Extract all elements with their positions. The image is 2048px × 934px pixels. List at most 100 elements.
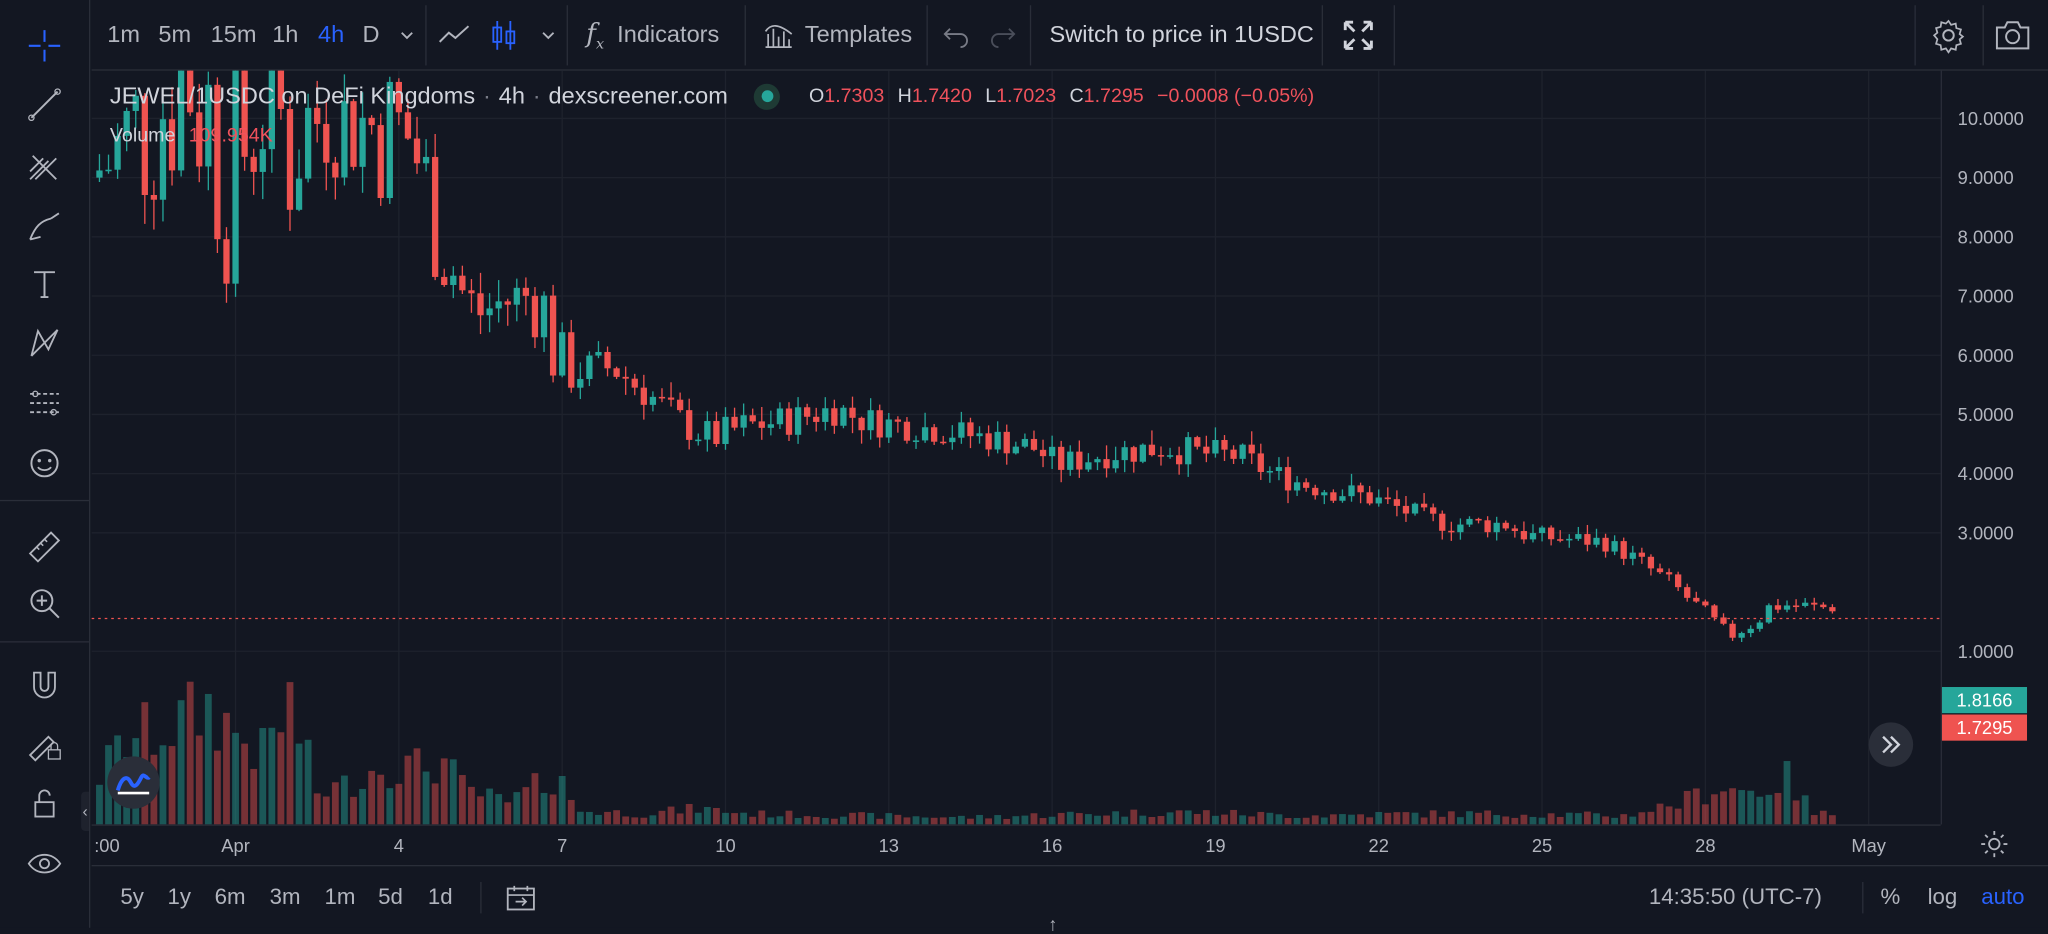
volume-bar xyxy=(522,787,530,825)
volume-bar xyxy=(576,811,584,825)
volume-bar xyxy=(948,816,956,825)
candles-icon[interactable] xyxy=(488,0,519,69)
unlock-icon[interactable] xyxy=(18,777,70,829)
switch-price-button[interactable]: Switch to price in 1USDC xyxy=(1049,20,1314,48)
candle-body xyxy=(486,308,493,316)
range-1y[interactable]: 1y xyxy=(167,884,192,910)
clock-time[interactable]: 14:35:50 (UTC-7) xyxy=(1648,884,1822,910)
volume-bar xyxy=(304,739,312,825)
settings-gear-icon[interactable] xyxy=(1930,0,1967,69)
price-tick-label: 8.0000 xyxy=(1958,226,2014,247)
volume-bar xyxy=(1112,811,1120,825)
volume-bar xyxy=(1493,815,1501,825)
eye-icon[interactable] xyxy=(18,838,70,890)
bottom-toolbar: 5y 1y 6m 3m 1m 5d 1d 14:35:50 (UTC-7) % … xyxy=(91,864,2048,929)
interval-1m[interactable]: 1m xyxy=(107,20,141,48)
interval-5m[interactable]: 5m xyxy=(158,20,192,48)
calendar-range-icon[interactable] xyxy=(505,866,536,929)
time-axis[interactable]: :00 Apr 4 7 10 13 16 19 22 25 28 May xyxy=(91,824,1941,865)
range-5d[interactable]: 5d xyxy=(378,884,403,910)
ruler-icon[interactable] xyxy=(18,518,70,570)
templates-button[interactable]: Templates xyxy=(763,0,912,69)
candle-body xyxy=(250,156,257,172)
candle-body xyxy=(1475,518,1482,521)
candle-body xyxy=(459,275,466,291)
resize-up-arrow-icon[interactable]: ↑ xyxy=(1048,913,1058,934)
range-5y[interactable]: 5y xyxy=(120,884,144,910)
interval-15m[interactable]: 15m xyxy=(210,20,257,48)
percent-toggle[interactable]: % xyxy=(1880,884,1901,910)
candle-body xyxy=(549,295,557,376)
range-1d[interactable]: 1d xyxy=(427,884,453,910)
range-1m[interactable]: 1m xyxy=(324,884,356,910)
volume-bar xyxy=(1674,808,1682,825)
chart-type-dropdown-icon[interactable] xyxy=(539,0,557,69)
candle-body xyxy=(940,441,947,444)
pattern-icon[interactable] xyxy=(18,317,70,369)
volume-bar xyxy=(1447,811,1455,825)
volume-bar xyxy=(322,796,330,825)
volume-bar xyxy=(404,755,412,825)
range-6m[interactable]: 6m xyxy=(214,884,246,910)
zoom-in-icon[interactable] xyxy=(18,577,70,629)
dexscreener-logo-icon[interactable] xyxy=(107,756,160,809)
candle-body xyxy=(1647,556,1655,569)
candle-body xyxy=(1783,605,1791,610)
volume-bar xyxy=(749,816,757,825)
templates-icon xyxy=(763,20,794,49)
pitchfork-icon[interactable] xyxy=(18,139,70,191)
range-3m[interactable]: 3m xyxy=(269,884,301,910)
brush-icon[interactable] xyxy=(18,199,70,251)
volume-bar xyxy=(1193,813,1201,825)
candle-body xyxy=(196,112,203,167)
candle-body xyxy=(695,439,702,442)
volume-bar xyxy=(504,802,512,825)
indicators-button[interactable]: fx Indicators xyxy=(586,0,719,69)
sun-icon[interactable] xyxy=(1963,827,2026,861)
candle-body xyxy=(921,427,929,441)
candle-body xyxy=(1829,607,1836,612)
magnet-icon[interactable] xyxy=(18,660,70,712)
fullscreen-icon[interactable] xyxy=(1341,0,1375,69)
candle-body xyxy=(667,397,675,400)
volume-bar xyxy=(667,806,675,825)
prediction-icon[interactable] xyxy=(18,377,70,429)
candle-body xyxy=(985,433,992,450)
emoji-icon[interactable] xyxy=(18,437,70,489)
candle-body xyxy=(949,437,956,443)
candle-body xyxy=(1048,446,1056,457)
scroll-to-realtime-icon[interactable] xyxy=(1868,722,1914,767)
volume-bar xyxy=(1320,817,1328,825)
candle-body xyxy=(813,416,820,422)
chart-pane[interactable] xyxy=(49,0,1941,825)
collapse-toolbar-button[interactable]: ‹ xyxy=(81,791,89,831)
volume-bar xyxy=(1085,814,1092,825)
volume-bar xyxy=(368,770,376,825)
volume-bar xyxy=(1184,810,1192,825)
interval-dropdown-icon[interactable] xyxy=(398,0,416,69)
log-toggle[interactable]: log xyxy=(1927,884,1958,910)
volume-bar xyxy=(1611,817,1619,825)
auto-toggle[interactable]: auto xyxy=(1981,884,2025,910)
interval-1h[interactable]: 1h xyxy=(272,20,299,48)
camera-icon[interactable] xyxy=(1993,0,2032,69)
candle-body xyxy=(150,195,158,200)
candle-body xyxy=(1629,552,1636,559)
separator xyxy=(1982,5,1984,66)
interval-d[interactable]: D xyxy=(362,20,380,48)
volume-bar xyxy=(894,814,902,825)
redo-icon[interactable] xyxy=(988,0,1017,69)
crosshair-icon[interactable] xyxy=(18,20,70,72)
undo-icon[interactable] xyxy=(942,0,971,69)
separator xyxy=(1321,5,1323,66)
text-icon[interactable] xyxy=(18,258,70,310)
volume-bar xyxy=(921,817,929,825)
trend-line-icon[interactable] xyxy=(18,79,70,131)
volume-bar xyxy=(1221,814,1228,825)
candle-body xyxy=(304,107,312,179)
volume-bar xyxy=(613,810,621,825)
line-chart-icon[interactable] xyxy=(436,0,475,69)
lock-drawing-icon[interactable] xyxy=(18,717,70,769)
symbol-name[interactable]: JEWEL/1USDC on DeFi Kingdoms xyxy=(109,82,476,109)
interval-4h[interactable]: 4h xyxy=(317,20,345,48)
